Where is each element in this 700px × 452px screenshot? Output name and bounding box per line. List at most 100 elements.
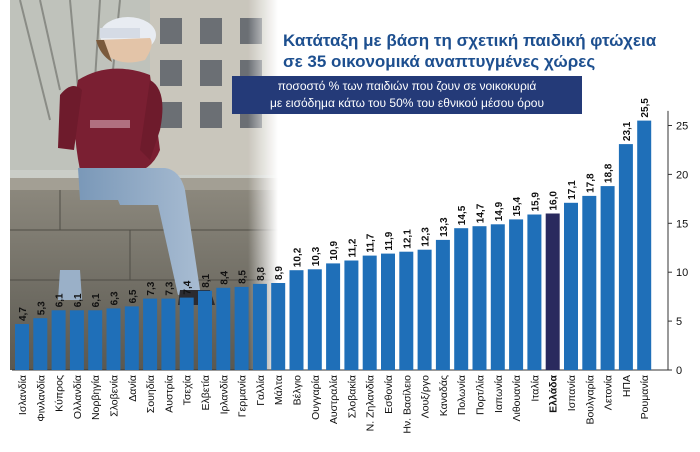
value-label: 6,1 [73, 293, 84, 307]
category-label: Ουγγαρία [310, 375, 322, 420]
chart-subtitle: ποσοστό % των παιδιών που ζουν σε νοικοκ… [232, 76, 582, 114]
bar [289, 270, 304, 370]
value-label: 6,3 [110, 291, 121, 305]
value-label: 8,4 [219, 270, 230, 284]
value-label: 8,5 [238, 270, 249, 284]
bar [88, 310, 103, 370]
value-label: 14,7 [476, 203, 487, 223]
bar [69, 310, 84, 370]
category-label: Εσθονία [383, 375, 395, 414]
bar [417, 249, 432, 370]
category-label: Ολλανδία [72, 375, 84, 419]
bar [637, 120, 652, 370]
category-label: Σλοβενία [109, 375, 121, 417]
value-label: 8,1 [201, 273, 212, 287]
category-label: Γαλλία [255, 375, 267, 406]
bar [179, 297, 194, 370]
value-label: 25,5 [640, 98, 651, 118]
bar [252, 283, 267, 370]
value-label: 10,9 [329, 240, 340, 260]
y-tick-label: 25 [676, 121, 688, 133]
bar [307, 269, 322, 370]
value-label: 6,1 [55, 293, 66, 307]
category-label: Κύπρος [54, 375, 66, 412]
category-label: Τσεχία [182, 375, 194, 405]
category-label: Ιρλανδία [218, 375, 230, 414]
bar [472, 226, 487, 370]
value-label: 13,3 [439, 217, 450, 237]
category-label: Γερμανία [237, 375, 249, 417]
title-line-2: σε 35 οικονομικά αναπτυγμένες χώρες [283, 52, 596, 71]
subtitle-line-1: ποσοστό % των παιδιών που ζουν σε νοικοκ… [277, 79, 537, 93]
bar [454, 228, 469, 370]
value-label: 16,0 [549, 191, 560, 211]
bar [271, 283, 286, 370]
value-label: 15,9 [530, 192, 541, 212]
category-label: Ισλανδία [17, 375, 29, 415]
bar [161, 298, 176, 370]
category-label: Ην. Βασίλειο [401, 375, 413, 434]
value-label: 11,7 [366, 233, 377, 252]
value-label: 12,1 [402, 229, 413, 249]
category-label: Δανία [127, 375, 139, 402]
bar [582, 195, 597, 370]
bar [124, 306, 139, 370]
value-label: 4,7 [18, 307, 29, 321]
value-label: 11,2 [347, 238, 358, 257]
value-labels: 4,7 5,3 6,1 6,1 6,1 6,3 6,5 7,3 7,3 7,4 8,1 8,4 8,5 8… [18, 98, 651, 321]
category-label: Σουηδία [145, 375, 157, 413]
category-label: Ρουμανία [639, 375, 651, 419]
bar [435, 239, 450, 370]
category-label: Λετονία [603, 375, 615, 410]
category-label: Ν. Ζηλανδία [365, 375, 377, 431]
bar [600, 186, 615, 370]
category-label: Βουλγαρία [584, 375, 596, 425]
value-label: 12,3 [421, 227, 432, 247]
bar [362, 255, 377, 370]
chart-title: Κατάταξη με βάση τη σχετική παιδική φτώχ… [283, 30, 683, 72]
category-label: Ελλάδα [548, 374, 560, 412]
subtitle-line-2: με εισόδημα κάτω του 50% του εθνικού μέσ… [269, 96, 545, 110]
bar [618, 144, 633, 370]
bar [344, 260, 359, 370]
value-label: 17,8 [585, 173, 596, 193]
value-label: 15,4 [512, 196, 523, 216]
value-label: 10,3 [311, 246, 322, 266]
value-label: 10,2 [293, 247, 304, 267]
bar [15, 324, 29, 370]
category-label: ΗΠΑ [621, 375, 633, 397]
y-tick-label: 5 [676, 316, 682, 328]
bar [381, 253, 395, 370]
bar [33, 318, 48, 370]
bar [326, 263, 341, 370]
category-label: Λουξ/ργο [420, 375, 432, 418]
value-label: 17,1 [567, 180, 578, 200]
category-label: Ιταλία [529, 375, 541, 402]
category-label: Λιθουανία [511, 375, 523, 422]
category-label: Φινλανδία [35, 375, 47, 422]
category-label: Ισπανία [566, 375, 578, 411]
bar [51, 310, 66, 370]
y-tick-label: 10 [676, 267, 688, 279]
y-tick-label: 15 [676, 218, 688, 230]
value-label: 7,3 [146, 281, 157, 295]
value-label: 14,9 [494, 201, 505, 221]
bar [198, 290, 212, 370]
category-label: Καναδάς [438, 375, 450, 416]
bar [234, 286, 249, 370]
category-label: Σλοβακία [346, 375, 358, 418]
category-label: Πολωνία [456, 375, 468, 415]
value-label: 5,3 [36, 301, 47, 315]
bar [490, 224, 505, 370]
bar [564, 202, 578, 370]
bar [399, 251, 414, 370]
value-label: 14,5 [457, 205, 468, 225]
category-label: Αυστρία [163, 375, 175, 413]
category-label: Ελβετία [200, 375, 212, 411]
value-label: 7,3 [164, 281, 175, 295]
category-labels: Ισλανδία Φινλανδία Κύπρος Ολλανδία Νορβηγία Σ… [17, 374, 651, 433]
bar [545, 213, 560, 370]
value-label: 18,8 [604, 163, 615, 183]
